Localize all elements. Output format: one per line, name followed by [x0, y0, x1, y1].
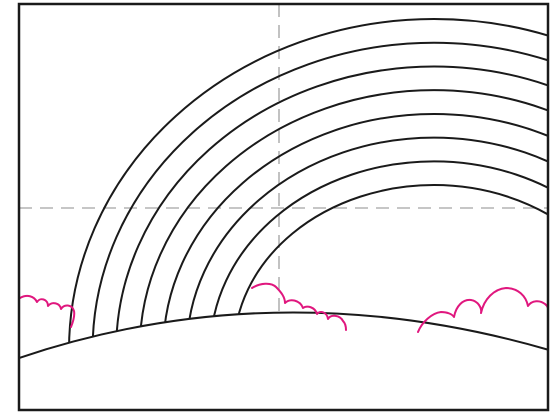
clouds [19, 282, 548, 333]
hill [19, 312, 548, 410]
cloud-center [251, 282, 347, 331]
rainbow-arcs [68, 18, 548, 351]
rainbow-arc-8 [233, 184, 548, 351]
cloud-left [19, 294, 76, 328]
rainbow-arc-1 [68, 18, 548, 351]
hill-outline [19, 311, 548, 359]
frame-border [17, 2, 550, 412]
cloud-right [417, 287, 548, 333]
rainbow-arc-2 [91, 42, 548, 351]
rainbow-arc-5 [162, 112, 548, 351]
rainbow-arc-3 [115, 65, 548, 351]
rainbow-arc-6 [185, 136, 548, 351]
rainbow-arc-7 [209, 160, 548, 351]
rainbow-arc-4 [138, 89, 548, 351]
